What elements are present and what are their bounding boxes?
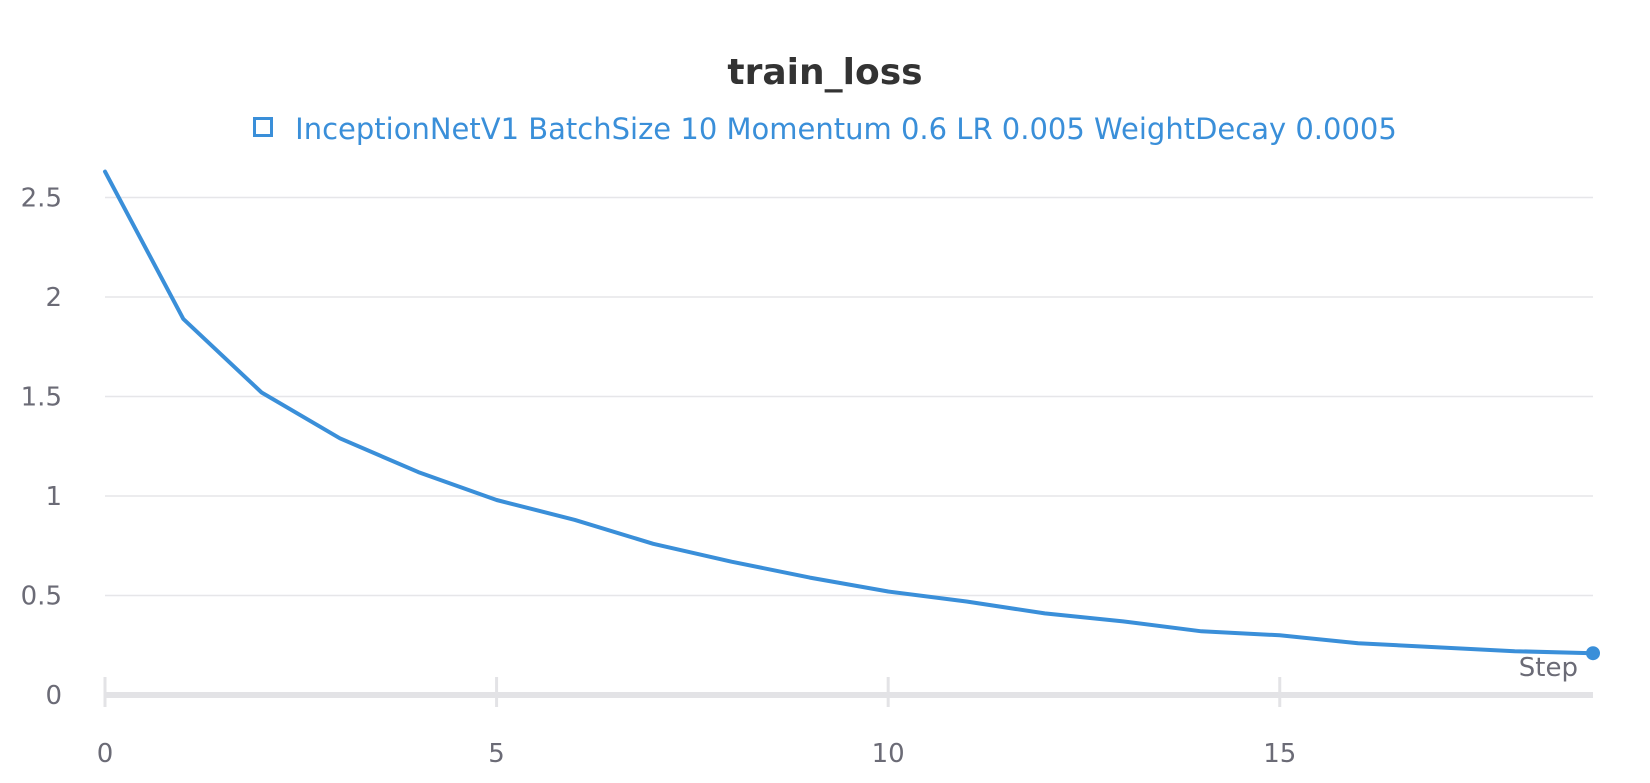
y-tick-label: 1.5 [21,383,62,413]
x-axis-label: Step [1519,653,1578,683]
chart-title: train_loss [727,52,923,93]
y-tick-label: 0.5 [21,582,62,612]
y-tick-label: 0 [45,681,62,711]
y-tick-label: 2.5 [21,184,62,214]
legend-swatch-icon[interactable] [253,117,274,137]
y-tick-label: 1 [45,482,62,512]
series-end-point [1586,646,1600,661]
legend[interactable]: InceptionNetV1 BatchSize 10 Momentum 0.6… [0,112,1650,146]
x-tick-label: 5 [488,739,505,769]
x-tick-label: 15 [1263,739,1296,769]
series-line [103,169,1595,656]
y-tick-label: 2 [45,283,62,313]
legend-label[interactable]: InceptionNetV1 BatchSize 10 Momentum 0.6… [295,112,1397,146]
x-tick-label: 10 [872,739,905,769]
x-tick-label: 0 [97,739,114,769]
